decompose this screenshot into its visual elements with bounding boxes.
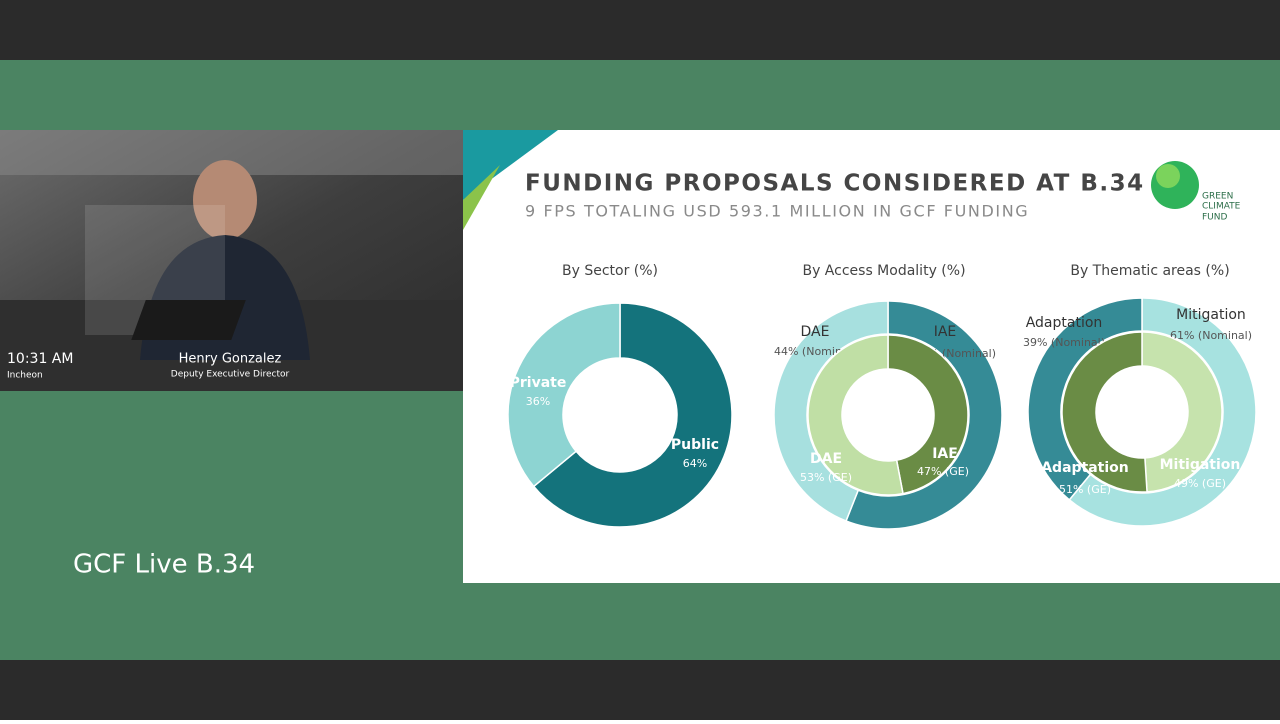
donut-segment	[532, 302, 733, 528]
logo-highlight	[1156, 164, 1180, 188]
donut-segment	[1068, 297, 1257, 527]
corner-accent	[463, 165, 500, 230]
chart-title: By Sector (%)	[562, 263, 658, 279]
video-feed: 10:31 AM Incheon Henry Gonzalez Deputy E…	[0, 130, 463, 391]
speaker-name: Henry Gonzalez	[179, 352, 282, 367]
segment-label: DAE	[801, 324, 830, 340]
logo-text: CLIMATE	[1202, 202, 1241, 212]
segment-value: 39% (Nominal)	[1023, 336, 1105, 349]
donut-segment	[887, 334, 969, 495]
segment-label: Mitigation	[1176, 307, 1246, 323]
segment-label: Mitigation	[1160, 457, 1241, 473]
donut-segment	[1141, 331, 1223, 493]
slide-title: FUNDING PROPOSALS CONSIDERED AT B.34	[525, 171, 1145, 197]
segment-label: Private	[510, 375, 567, 391]
donut-segment	[1061, 331, 1148, 493]
laptop	[131, 300, 246, 340]
slide-subtitle: 9 FPS TOTALING USD 593.1 MILLION IN GCF …	[525, 202, 1029, 221]
segment-value: 51% (GE)	[1059, 483, 1111, 496]
segment-value: 61% (Nominal)	[1170, 329, 1252, 342]
speaker-head	[193, 160, 257, 240]
segment-value: 53% (GE)	[800, 471, 852, 484]
chart-title: By Access Modality (%)	[802, 263, 965, 279]
donut-segment	[845, 300, 1003, 530]
segment-value: 64%	[683, 457, 707, 470]
donut-segment	[1027, 297, 1143, 501]
top-bar	[0, 0, 1280, 60]
donut-segment	[807, 334, 904, 496]
chart-title: By Thematic areas (%)	[1070, 263, 1229, 279]
segment-label: Public	[671, 437, 719, 453]
logo-text: FUND	[1202, 213, 1227, 223]
segment-label: IAE	[934, 324, 957, 340]
segment-label: Adaptation	[1026, 315, 1103, 331]
segment-label: DAE	[810, 451, 842, 467]
donut-segment	[773, 300, 889, 522]
segment-value: 47% (GE)	[917, 465, 969, 478]
caption: GCF Live B.34	[73, 550, 255, 580]
location: Incheon	[7, 371, 43, 381]
donut-segment	[507, 302, 621, 488]
segment-value: 49% (GE)	[1174, 477, 1226, 490]
segment-value: 36%	[526, 395, 550, 408]
speaker-role: Deputy Executive Director	[171, 370, 290, 380]
logo-text: GREEN	[1202, 192, 1233, 202]
segment-label: Adaptation	[1041, 460, 1129, 476]
time: 10:31 AM	[7, 351, 73, 367]
segment-label: IAE	[932, 446, 958, 462]
bottom-bar	[0, 660, 1280, 720]
